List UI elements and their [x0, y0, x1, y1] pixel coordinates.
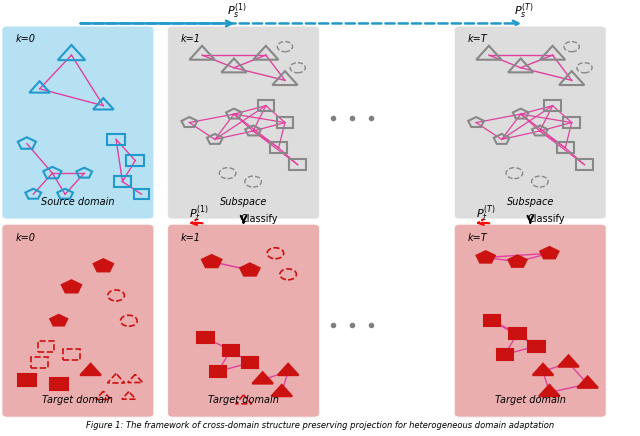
Bar	[63, 349, 80, 360]
Text: k=1: k=1	[181, 233, 201, 242]
Bar	[242, 358, 258, 368]
Bar	[38, 341, 54, 351]
Polygon shape	[532, 364, 554, 375]
Polygon shape	[271, 385, 292, 396]
Polygon shape	[577, 376, 598, 388]
Bar	[114, 176, 131, 187]
Polygon shape	[240, 263, 260, 276]
Text: $P_t^{(T)}$: $P_t^{(T)}$	[476, 203, 495, 224]
Polygon shape	[508, 255, 527, 267]
Text: Classify: Classify	[527, 214, 565, 224]
Bar	[576, 159, 593, 170]
Polygon shape	[202, 255, 221, 267]
Bar	[197, 332, 214, 343]
Polygon shape	[80, 364, 101, 375]
Bar	[557, 143, 573, 153]
Polygon shape	[540, 247, 559, 259]
Text: Source domain: Source domain	[41, 197, 115, 207]
Bar	[134, 189, 149, 199]
Bar	[563, 117, 580, 128]
Bar	[18, 374, 36, 386]
Bar	[544, 100, 561, 111]
Polygon shape	[477, 251, 495, 262]
Polygon shape	[62, 280, 81, 293]
Text: k=0: k=0	[15, 34, 35, 44]
Polygon shape	[539, 385, 560, 396]
Bar	[276, 117, 293, 128]
FancyBboxPatch shape	[1, 26, 154, 220]
Text: k=0: k=0	[15, 233, 35, 242]
Text: k=T: k=T	[468, 233, 488, 242]
Text: $P_s^{(T)}$: $P_s^{(T)}$	[514, 2, 534, 21]
Bar	[126, 155, 144, 167]
Text: Target domain: Target domain	[42, 395, 113, 405]
Bar	[497, 349, 513, 360]
Bar	[223, 345, 239, 356]
FancyBboxPatch shape	[167, 26, 320, 220]
Text: Subspace: Subspace	[507, 197, 554, 207]
FancyBboxPatch shape	[1, 224, 154, 418]
Bar	[107, 133, 125, 145]
Bar	[289, 159, 306, 170]
Text: k=T: k=T	[468, 34, 488, 44]
FancyBboxPatch shape	[454, 26, 607, 220]
Polygon shape	[252, 372, 273, 384]
Bar	[257, 100, 274, 111]
Bar	[509, 328, 526, 339]
Text: k=1: k=1	[181, 34, 201, 44]
Bar	[31, 358, 48, 368]
Bar	[50, 378, 68, 390]
Text: Target domain: Target domain	[208, 395, 279, 405]
Text: $P_s^{(1)}$: $P_s^{(1)}$	[227, 2, 247, 21]
Bar	[529, 341, 545, 351]
Polygon shape	[278, 364, 298, 375]
Text: Subspace: Subspace	[220, 197, 268, 207]
Text: Classify: Classify	[241, 214, 278, 224]
Polygon shape	[558, 355, 579, 367]
Text: Target domain: Target domain	[495, 395, 566, 405]
FancyBboxPatch shape	[167, 224, 320, 418]
Text: Figure 1: The framework of cross-domain structure preserving projection for hete: Figure 1: The framework of cross-domain …	[86, 422, 554, 430]
FancyBboxPatch shape	[454, 224, 607, 418]
Polygon shape	[93, 259, 113, 271]
Bar	[210, 366, 227, 377]
Text: $P_t^{(1)}$: $P_t^{(1)}$	[189, 203, 209, 224]
Polygon shape	[51, 315, 67, 326]
Bar	[484, 315, 500, 326]
Bar	[270, 143, 287, 153]
